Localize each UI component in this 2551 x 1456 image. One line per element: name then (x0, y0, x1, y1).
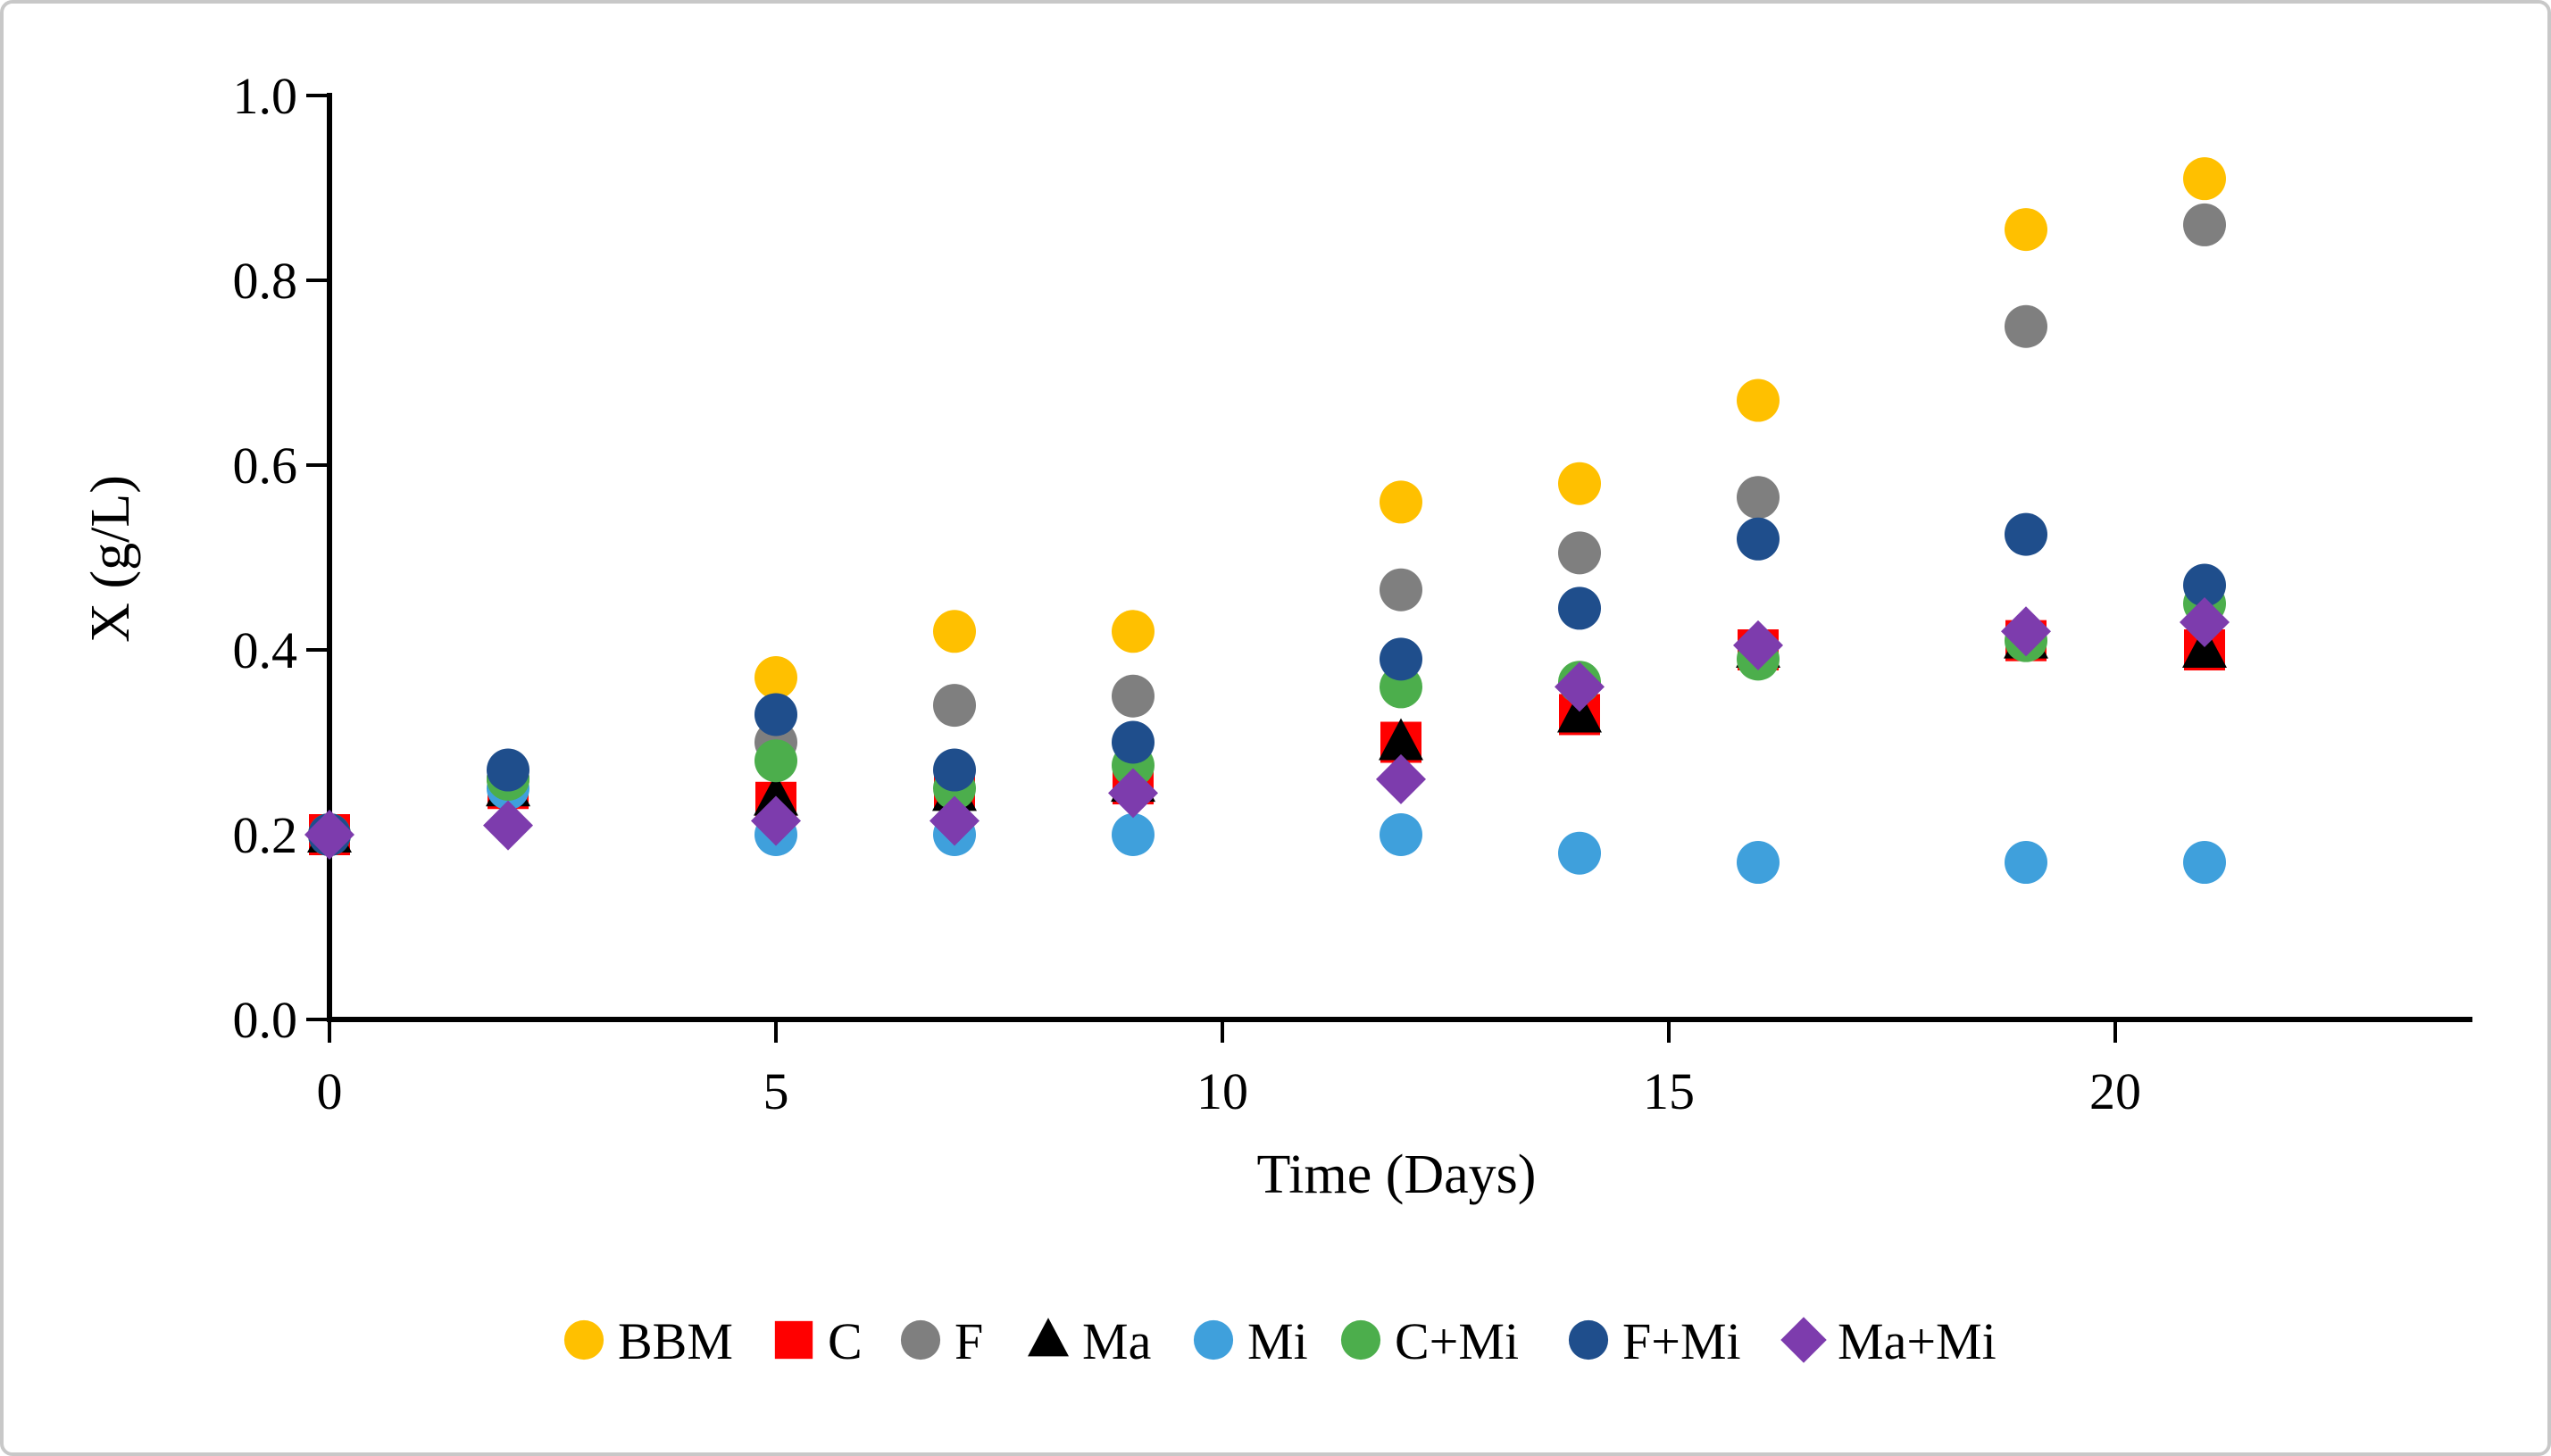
legend-item-BBM: BBM (563, 1312, 733, 1370)
point-Ma+Mi-day12 (1376, 753, 1426, 804)
point-F+Mi-day7 (933, 748, 976, 792)
legend-label-Mi: Mi (1247, 1312, 1308, 1370)
axes: 0.0 0.2 0.4 0.6 0.8 1.0 0 5 10 15 20 (233, 67, 2472, 1120)
point-F-day21 (2183, 203, 2226, 246)
legend-label-Ma: Ma (1082, 1312, 1151, 1370)
legend-item-Mi: Mi (1193, 1312, 1308, 1370)
legend-label-C: C (828, 1312, 863, 1370)
y-tick-label-0.4: 0.4 (233, 621, 298, 679)
scatter-chart: 0.0 0.2 0.4 0.6 0.8 1.0 0 5 10 15 20 BBM C F Ma Mi C+Mi… (80, 67, 2472, 1370)
legend-marker-Mi (1193, 1319, 1234, 1360)
legend-marker-Ma (1028, 1318, 1069, 1357)
legend-item-Ma+Mi: Ma+Mi (1780, 1312, 1997, 1370)
legend-item-F+Mi: F+Mi (1568, 1312, 1741, 1370)
y-tick-label-0.6: 0.6 (233, 437, 298, 495)
legend-marker-F (900, 1319, 941, 1360)
legend-item-C: C (774, 1312, 863, 1370)
legend-label-Ma+Mi: Ma+Mi (1838, 1312, 1997, 1370)
point-Ma+Mi-day0 (304, 810, 354, 860)
point-BBM-day16 (1737, 379, 1780, 422)
point-BBM-day5 (754, 656, 797, 700)
point-C+Mi-day5 (754, 739, 797, 783)
legend-label-F+Mi: F+Mi (1622, 1312, 1741, 1370)
chart-legend: BBM C F Ma Mi C+Mi F+Mi Ma+Mi (563, 1312, 1997, 1370)
point-F-day14 (1558, 531, 1601, 575)
legend-marker-Ma+Mi (1780, 1317, 1827, 1363)
point-F-day12 (1380, 568, 1422, 612)
legend-marker-F+Mi (1568, 1319, 1609, 1360)
legend-label-C+Mi: C+Mi (1395, 1312, 1519, 1370)
point-F+Mi-day14 (1558, 587, 1601, 630)
point-Ma+Mi-day16 (1733, 620, 1783, 670)
point-Ma+Mi-day2 (483, 800, 533, 851)
point-F+Mi-day2 (487, 748, 529, 792)
point-Mi-day14 (1558, 831, 1601, 875)
point-F+Mi-day21 (2183, 563, 2226, 607)
legend-label-BBM: BBM (618, 1312, 733, 1370)
point-BBM-day9 (1112, 610, 1155, 653)
y-tick-label-0.2: 0.2 (233, 806, 298, 864)
data-points (304, 157, 2230, 885)
legend-marker-C+Mi (1340, 1319, 1381, 1360)
legend-item-F: F (900, 1312, 983, 1370)
point-Ma+Mi-day14 (1555, 661, 1605, 712)
point-Ma+Mi-day21 (2180, 596, 2230, 647)
y-tick-label-1: 1.0 (233, 67, 298, 125)
point-F+Mi-day9 (1112, 720, 1155, 764)
x-tick-label-20: 20 (2089, 1062, 2141, 1120)
legend-item-C+Mi: C+Mi (1340, 1312, 1519, 1370)
y-axis-title: X (g/L) (80, 475, 141, 643)
point-Ma+Mi-day9 (1108, 768, 1158, 819)
point-BBM-day12 (1380, 480, 1422, 524)
point-Mi-day19 (2005, 841, 2047, 885)
legend-marker-BBM (563, 1319, 604, 1360)
legend-item-Ma: Ma (1028, 1312, 1151, 1370)
x-tick-label-10: 10 (1196, 1062, 1248, 1120)
x-tick-label-5: 5 (763, 1062, 789, 1120)
point-F+Mi-day5 (754, 693, 797, 736)
x-tick-label-15: 15 (1643, 1062, 1695, 1120)
point-F-day9 (1112, 674, 1155, 718)
point-BBM-day19 (2005, 208, 2047, 252)
point-F-day16 (1737, 476, 1780, 520)
point-F+Mi-day19 (2005, 512, 2047, 556)
point-Ma-day12 (1379, 718, 1423, 761)
point-BBM-day21 (2183, 157, 2226, 201)
point-F+Mi-day16 (1737, 517, 1780, 561)
x-axis-title: Time (Days) (1257, 1144, 1537, 1205)
point-BBM-day14 (1558, 462, 1601, 505)
y-tick-label-0.8: 0.8 (233, 252, 298, 310)
point-Ma-day5 (754, 773, 798, 816)
point-F-day19 (2005, 304, 2047, 348)
point-Ma+Mi-day5 (751, 795, 801, 846)
point-F+Mi-day12 (1380, 637, 1422, 681)
point-Ma+Mi-day19 (2001, 606, 2051, 657)
x-tick-label-0: 0 (317, 1062, 343, 1120)
point-Mi-day21 (2183, 841, 2226, 885)
legend-marker-C (774, 1320, 813, 1360)
y-tick-label-0: 0.0 (233, 991, 298, 1049)
point-Mi-day16 (1737, 841, 1780, 885)
legend-label-F: F (955, 1312, 983, 1370)
point-Mi-day9 (1112, 813, 1155, 856)
point-BBM-day7 (933, 610, 976, 653)
point-Ma+Mi-day7 (930, 795, 980, 846)
point-Mi-day12 (1380, 813, 1422, 856)
point-F-day7 (933, 684, 976, 728)
